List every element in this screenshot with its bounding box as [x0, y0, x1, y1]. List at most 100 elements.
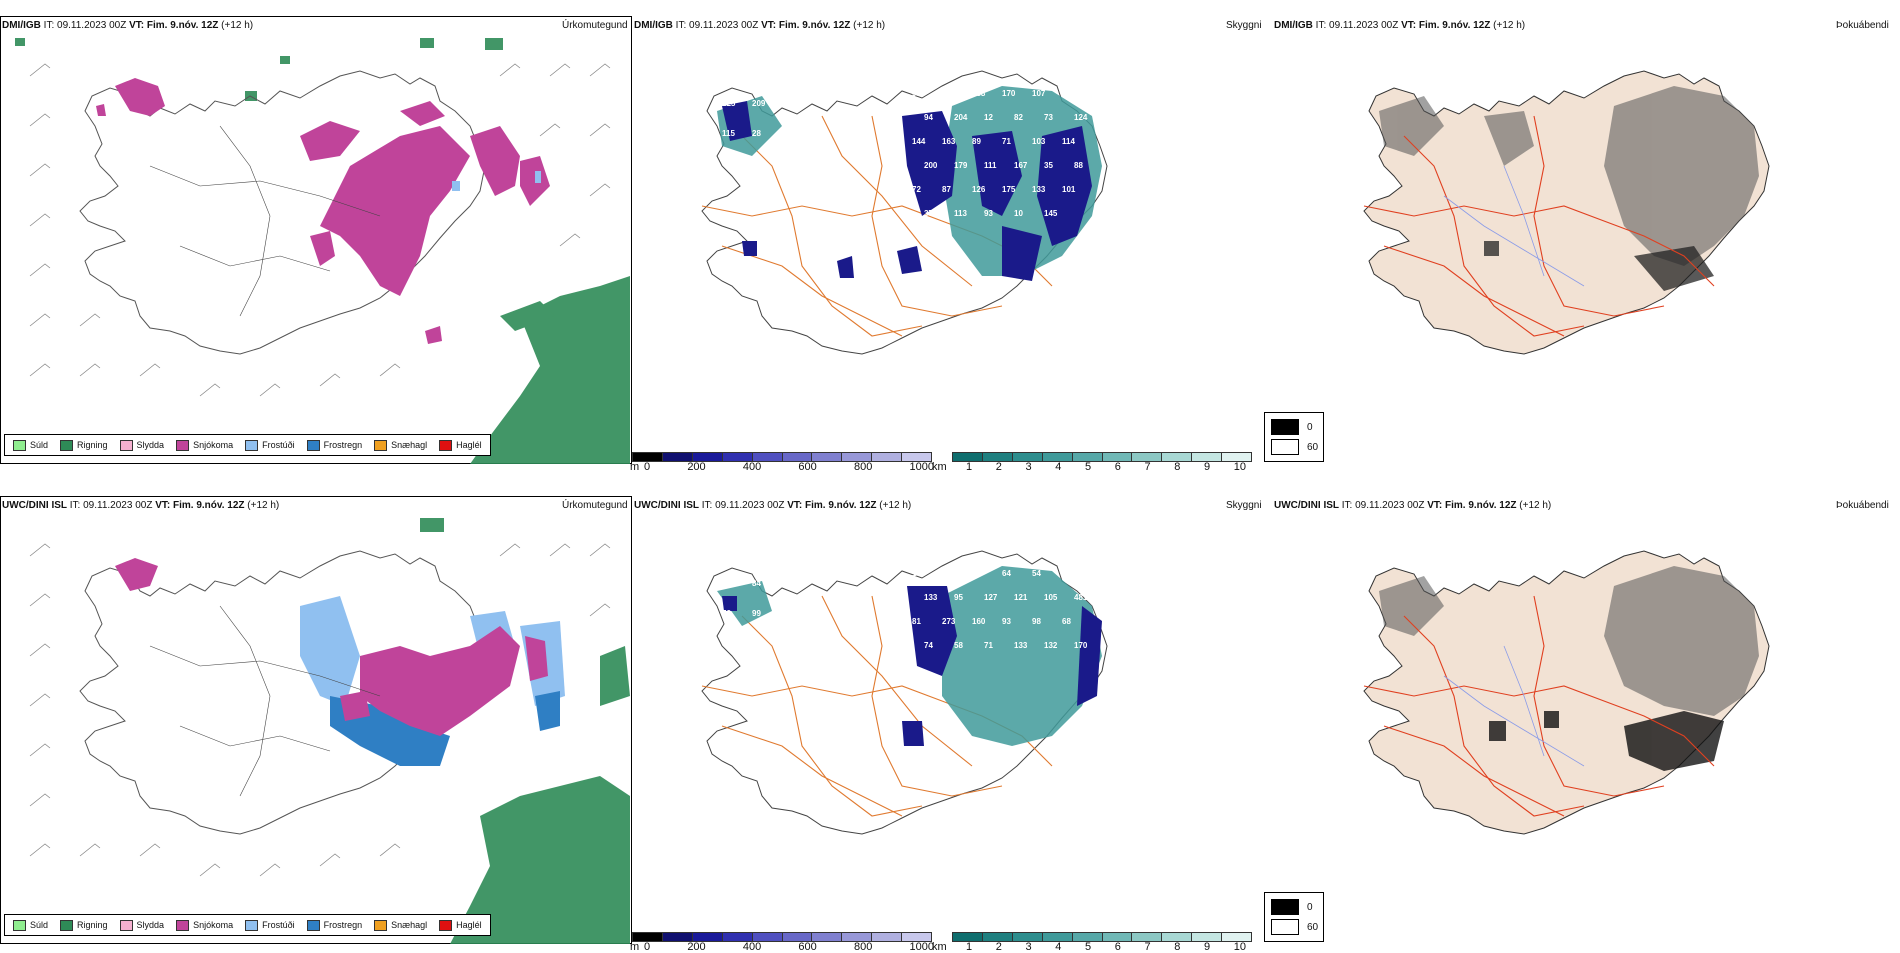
legend-swatch: [245, 919, 259, 931]
legend-item: Frostregn: [306, 919, 362, 931]
scale-unit-m: m: [630, 941, 640, 953]
visibility-value-label: 10: [1014, 209, 1023, 218]
legend-item: Snjókoma: [176, 439, 233, 451]
fog-legend-top: 0 60: [1264, 412, 1324, 462]
scale-tick-label: 4: [1055, 461, 1062, 473]
visibility-value-label: 163: [942, 137, 956, 146]
scale-m-ticks: 0 200 400 600 800 1000: [644, 941, 934, 953]
scale-tick-label: 1: [966, 941, 973, 953]
scale-tick-label: 6: [1114, 461, 1121, 473]
visibility-value-label: 94: [924, 113, 933, 122]
visibility-value-label: 132: [1044, 641, 1058, 650]
panel-title: DMI/IGB IT: 09.11.2023 00Z VT: Fim. 9.nó…: [2, 20, 254, 31]
visibility-value-label: 28: [752, 129, 761, 138]
fog-legend-high: 0: [1307, 901, 1313, 913]
scale-m-ticks: 0 200 400 600 800 1000: [644, 461, 934, 473]
legend-item: Frostúði: [245, 919, 295, 931]
legend-label: Frostúði: [262, 920, 295, 930]
visibility-value-label: 93: [1002, 617, 1011, 626]
visibility-value-label: 72: [722, 609, 731, 618]
legend-swatch: [60, 439, 74, 451]
scale-unit-m: m: [630, 461, 640, 473]
visibility-value-label: 114: [1062, 137, 1075, 146]
panel-title: DMI/IGB IT: 09.11.2023 00Z VT: Fim. 9.nó…: [1274, 20, 1526, 31]
scale-tick-label: 5: [1085, 461, 1092, 473]
visibility-value-label: 71: [1002, 137, 1011, 146]
visibility-value-label: 133: [1014, 641, 1028, 650]
scale-tick-label: 7: [1144, 941, 1151, 953]
scale-cell: [1222, 453, 1252, 461]
precip-type-map-uwc: [29, 518, 630, 944]
panel-title: UWC/DINI ISL IT: 09.11.2023 00Z VT: Fim.…: [634, 500, 912, 511]
fog-map-uwc: [1363, 550, 1770, 835]
fog-swatch-low: [1271, 919, 1299, 935]
visibility-value-label: 138: [972, 89, 986, 98]
legend-item: Snjókoma: [176, 919, 234, 931]
fog-panel-uwc: UWC/DINI ISL IT: 09.11.2023 00Z VT: Fim.…: [1264, 496, 1894, 946]
legend-label: Frostregn: [323, 440, 363, 450]
visibility-value-label: 74: [924, 641, 933, 650]
visibility-value-label: 111: [984, 161, 997, 170]
visibility-panel-dmi: 125 209 115 28 93 185 138 170 107 153 94 204 12 82 73 1…: [630, 16, 1262, 473]
visibility-value-label: 54: [1032, 569, 1041, 578]
scale-km-ticks: 1 2 3 4 5 6 7 8 9 10: [966, 941, 1246, 953]
legend-item: Frostregn: [306, 439, 363, 451]
legend-item: Slydda: [119, 919, 164, 931]
fog-map-dmi: [1363, 70, 1770, 355]
precip-type-map-dmi: [15, 38, 630, 464]
precip-type-panel-uwc: UWC/DINI ISL IT: 09.11.2023 00Z VT: Fim.…: [0, 496, 632, 946]
visibility-value-label: 72: [912, 185, 921, 194]
scale-tick-label: 400: [742, 461, 762, 473]
scale-tick-label: 2: [995, 461, 1002, 473]
scale-cell: [1222, 933, 1252, 941]
fog-legend-low: 60: [1307, 921, 1319, 933]
scale-tick-label: 600: [798, 941, 817, 953]
fog-legend-low: 60: [1307, 441, 1319, 453]
visibility-value-label: 87: [942, 185, 951, 194]
scale-cell: [692, 933, 723, 941]
visibility-value-label: 89: [972, 137, 981, 146]
scale-cell: [1012, 933, 1043, 941]
legend-item: Súld: [13, 919, 48, 931]
visibility-value-label: 98: [1032, 617, 1041, 626]
panel-label: Skyggni: [1226, 20, 1262, 31]
visibility-value-label: 95: [954, 593, 963, 602]
panel-title: UWC/DINI ISL IT: 09.11.2023 00Z VT: Fim.…: [1274, 500, 1552, 511]
scale-tick-label: 2: [995, 941, 1002, 953]
scale-cell: [1192, 933, 1223, 941]
visibility-value-label: 153: [1062, 89, 1076, 98]
scale-cell: [842, 453, 873, 461]
legend-label: Frostúði: [262, 440, 295, 450]
scale-cell: [692, 453, 723, 461]
visibility-value-label: 481: [1074, 593, 1088, 602]
visibility-value-label: 170: [1002, 89, 1016, 98]
scale-tick-label: 0: [644, 941, 651, 953]
legend-item: Súld: [13, 439, 48, 451]
scale-cell: [1072, 453, 1103, 461]
scale-cell: [812, 933, 843, 941]
legend-label: Snæhagl: [391, 920, 428, 930]
scale-tick-label: 3: [1025, 461, 1032, 473]
fog-legend-high: 0: [1307, 421, 1313, 433]
scale-cell: [1102, 453, 1133, 461]
visibility-value-label: 200: [924, 161, 938, 170]
legend-label: Snjókoma: [193, 920, 234, 930]
visibility-value-label: 121: [1014, 593, 1028, 602]
scale-cell: [752, 933, 783, 941]
scale-cell: [1012, 453, 1043, 461]
scale-cell: [1042, 933, 1073, 941]
visibility-value-label: 204: [954, 113, 968, 122]
visibility-value-label: 93: [912, 89, 921, 98]
scale-cell: [633, 453, 663, 461]
legend-label: Haglél: [456, 920, 482, 930]
panel-label: Þokuábendi: [1836, 20, 1889, 31]
fog-swatch-low: [1271, 439, 1299, 455]
visibility-scale-km: 1 2 3 4 5 6 7 8 9 10 km: [932, 932, 1252, 953]
panel-label: Þokuábendi: [1836, 500, 1889, 511]
legend-item: Rigning: [60, 919, 108, 931]
scale-cell: [662, 933, 693, 941]
panel-title: DMI/IGB IT: 09.11.2023 00Z VT: Fim. 9.nó…: [634, 20, 886, 31]
legend-label: Rigning: [77, 920, 108, 930]
scale-tick-label: 600: [798, 461, 817, 473]
visibility-value-label: 185: [942, 89, 956, 98]
